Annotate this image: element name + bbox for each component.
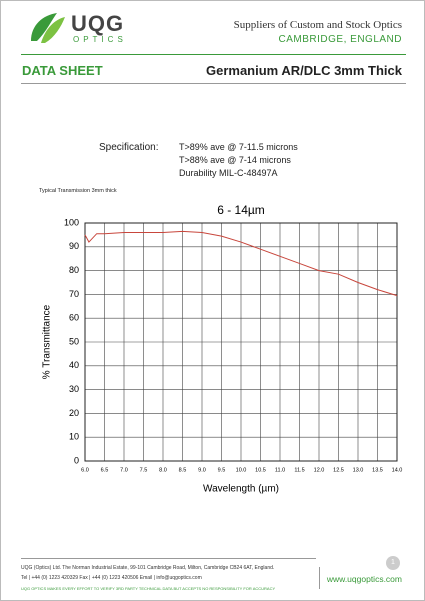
x-tick-label: 13.0 <box>353 467 364 473</box>
product-title: Germanium AR/DLC 3mm Thick <box>205 63 402 78</box>
x-tick-label: 11.0 <box>275 467 285 473</box>
logo-icon <box>31 13 65 43</box>
rule <box>21 83 406 84</box>
x-tick-label: 6.0 <box>81 467 89 473</box>
spec-line: Durability MIL-C-48497A <box>179 168 278 178</box>
y-tick-label: 30 <box>69 384 79 394</box>
x-tick-label: 6.5 <box>101 467 109 473</box>
y-tick-label: 60 <box>69 313 79 323</box>
caption: Typical Transmission 3mm thick <box>39 188 117 194</box>
website[interactable]: www.uqgoptics.com <box>326 574 402 584</box>
plot-frame <box>84 222 398 462</box>
rule <box>21 54 406 55</box>
x-axis-label: Wavelength (µm) <box>203 484 279 495</box>
x-tick-label: 8.0 <box>159 467 167 473</box>
x-tick-label: 12.0 <box>314 467 325 473</box>
y-tick-label: 40 <box>69 360 79 370</box>
y-tick-label: 0 <box>74 455 79 465</box>
page-number: 1 <box>386 556 400 570</box>
footer-address: UQG (Optics) Ltd. The Norman Industrial … <box>21 565 275 571</box>
y-tick-label: 20 <box>69 408 79 418</box>
chart: 6 - 14µm 0 10 20 30 40 50 60 70 80 90 100 6.0 6.5 7.0 7… <box>42 203 403 495</box>
x-tick-label: 7.0 <box>120 467 128 473</box>
series-line <box>84 230 398 297</box>
y-tick-label: 10 <box>69 432 79 442</box>
x-tick-label: 12.5 <box>333 467 344 473</box>
spec-label: Specification: <box>99 142 159 153</box>
divider <box>319 567 320 589</box>
location: CAMBRIDGE, ENGLAND <box>278 34 402 45</box>
spec-line: T>88% ave @ 7-14 microns <box>179 155 291 165</box>
y-tick-label: 80 <box>69 265 79 275</box>
x-tick-label: 14.0 <box>392 467 403 473</box>
footer-contact: Tel | +44 (0) 1223 420329 Fax | +44 (0) … <box>21 575 202 581</box>
y-tick-label: 50 <box>69 336 79 346</box>
x-tick-label: 11.5 <box>294 467 304 473</box>
logo-sub: OPTICS <box>73 35 127 44</box>
data-sheet-label: DATA SHEET <box>22 63 103 78</box>
footer-disclaimer: UQG OPTICS MAKES EVERY EFFORT TO VERIFY … <box>21 586 276 591</box>
x-tick-label: 10.0 <box>236 467 247 473</box>
logo-name: UQG <box>71 11 125 36</box>
rule <box>21 558 316 559</box>
x-tick-label: 13.5 <box>372 467 383 473</box>
y-tick-label: 70 <box>69 289 79 299</box>
x-tick-label: 10.5 <box>255 467 266 473</box>
spec-line: T>89% ave @ 7-11.5 microns <box>179 142 298 152</box>
y-tick-label: 90 <box>69 241 79 251</box>
x-tick-label: 7.5 <box>140 467 148 473</box>
y-tick-label: 100 <box>64 217 79 227</box>
x-tick-label: 9.5 <box>218 467 226 473</box>
x-tick-label: 9.0 <box>198 467 206 473</box>
tagline: Suppliers of Custom and Stock Optics <box>233 19 402 31</box>
x-tick-label: 8.5 <box>179 467 187 473</box>
chart-title: 6 - 14µm <box>217 203 265 217</box>
y-axis-label: % Transmittance <box>42 304 53 379</box>
